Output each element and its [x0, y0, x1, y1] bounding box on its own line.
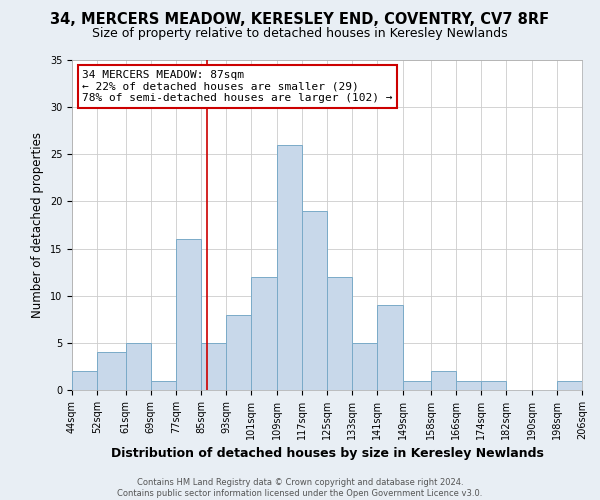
Bar: [277, 145, 302, 390]
Bar: [226, 314, 251, 390]
Bar: [377, 305, 403, 390]
Y-axis label: Number of detached properties: Number of detached properties: [31, 132, 44, 318]
Bar: [176, 239, 201, 390]
Bar: [557, 380, 582, 390]
Bar: [72, 371, 97, 390]
Bar: [251, 277, 277, 390]
Bar: [327, 277, 352, 390]
Text: 34, MERCERS MEADOW, KERESLEY END, COVENTRY, CV7 8RF: 34, MERCERS MEADOW, KERESLEY END, COVENT…: [50, 12, 550, 28]
Bar: [151, 380, 176, 390]
Bar: [431, 371, 456, 390]
Bar: [481, 380, 506, 390]
Bar: [403, 380, 431, 390]
Bar: [302, 211, 327, 390]
Text: Contains HM Land Registry data © Crown copyright and database right 2024.
Contai: Contains HM Land Registry data © Crown c…: [118, 478, 482, 498]
Bar: [125, 343, 151, 390]
Text: Size of property relative to detached houses in Keresley Newlands: Size of property relative to detached ho…: [92, 28, 508, 40]
Bar: [456, 380, 481, 390]
X-axis label: Distribution of detached houses by size in Keresley Newlands: Distribution of detached houses by size …: [110, 448, 544, 460]
Bar: [201, 343, 226, 390]
Bar: [352, 343, 377, 390]
Bar: [97, 352, 125, 390]
Text: 34 MERCERS MEADOW: 87sqm
← 22% of detached houses are smaller (29)
78% of semi-d: 34 MERCERS MEADOW: 87sqm ← 22% of detach…: [82, 70, 392, 103]
